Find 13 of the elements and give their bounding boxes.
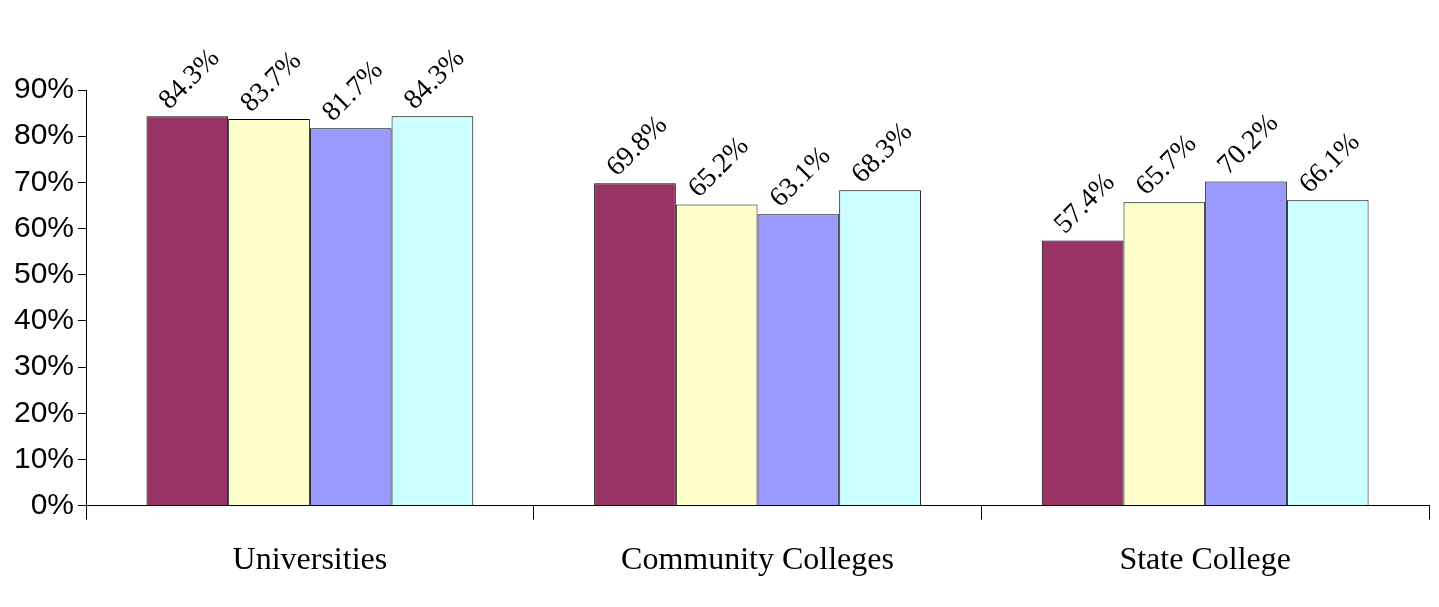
y-tick-label: 70% bbox=[14, 163, 75, 197]
y-tick-label: 40% bbox=[14, 302, 75, 336]
x-tick-label: Community Colleges bbox=[621, 540, 894, 577]
y-tick-label: 10% bbox=[14, 440, 75, 474]
y-tick-label: 90% bbox=[14, 71, 75, 105]
y-tick-label: 20% bbox=[14, 394, 75, 428]
x-tick-label: State College bbox=[1119, 540, 1291, 577]
y-tick-label: 60% bbox=[14, 209, 75, 243]
y-tick-label: 50% bbox=[14, 255, 75, 289]
y-tick-label: 0% bbox=[30, 486, 75, 520]
y-tick-label: 80% bbox=[14, 117, 75, 151]
y-tick-label: 30% bbox=[14, 348, 75, 382]
x-tick-label: Universities bbox=[232, 540, 388, 577]
